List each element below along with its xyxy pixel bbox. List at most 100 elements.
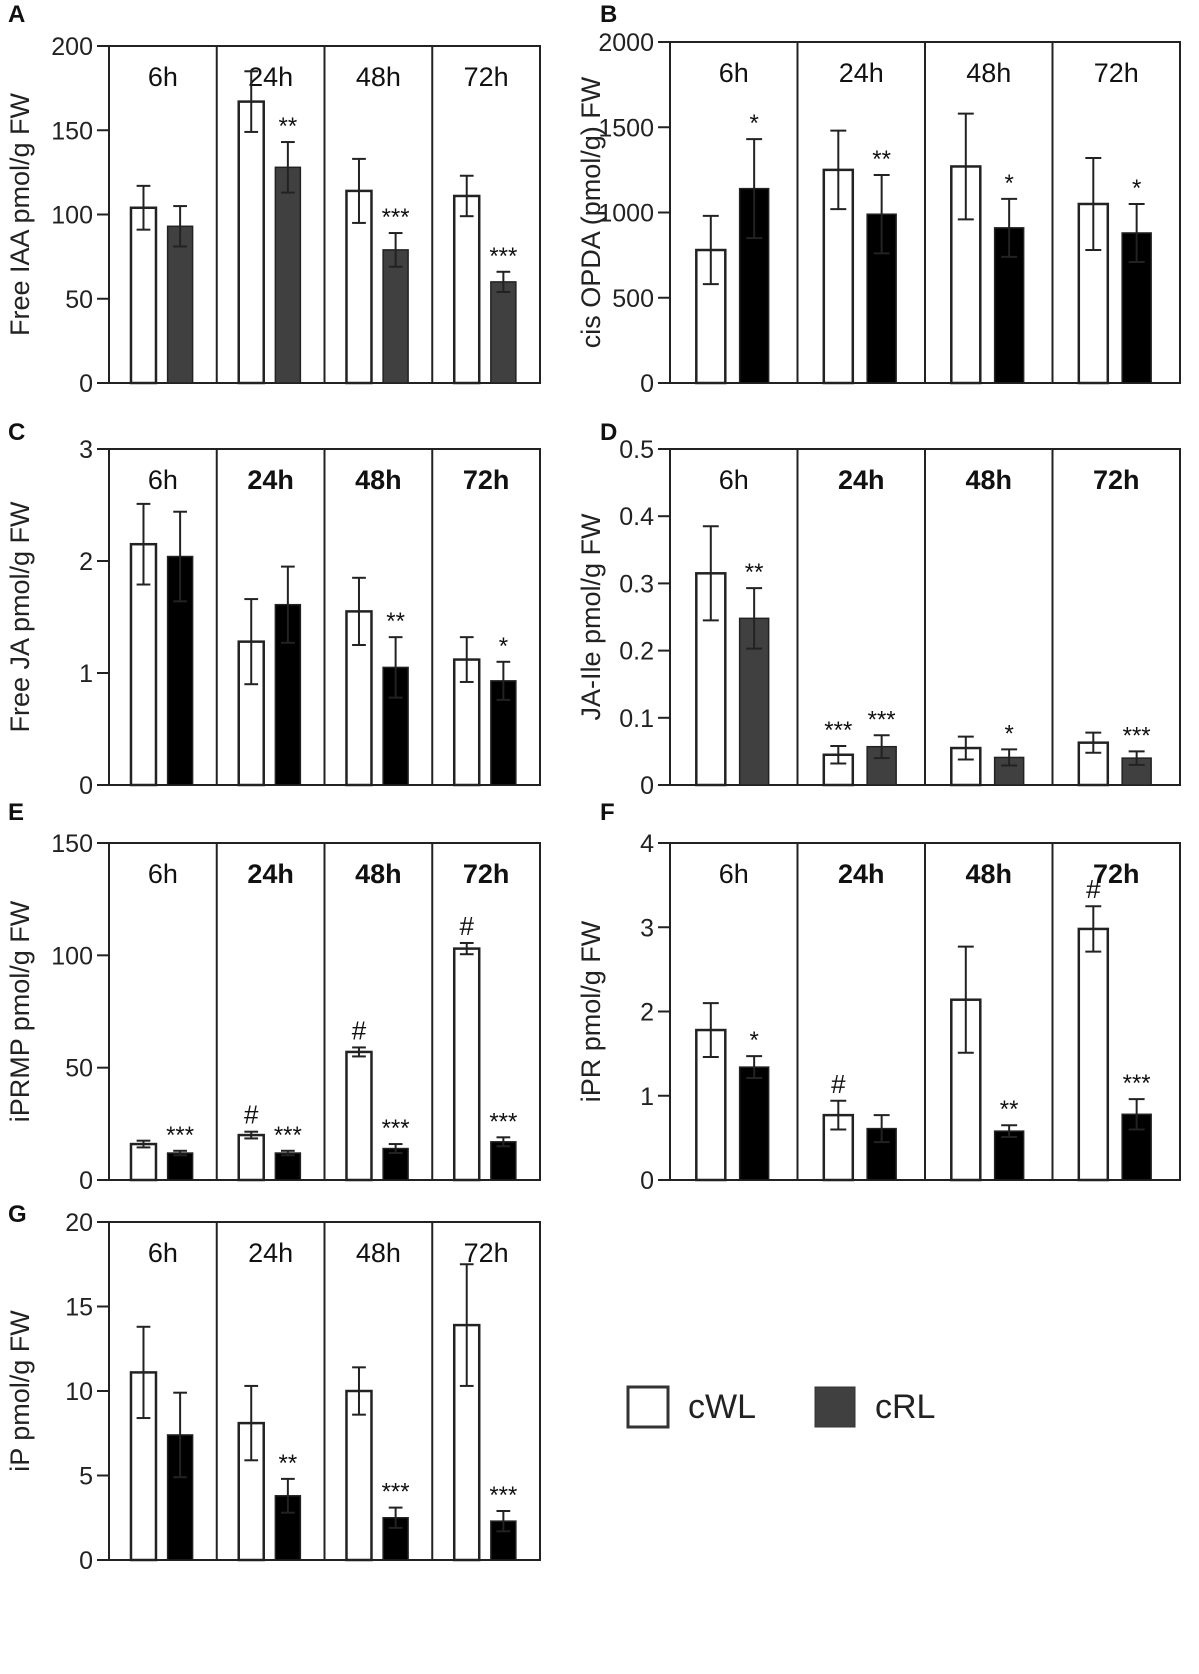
ytick-label-e-0: 0 — [79, 1167, 93, 1195]
group-label-b-2: 48h — [966, 58, 1011, 88]
group-label-g-0: 6h — [148, 1238, 178, 1268]
panel-g: G 0 5 10 15 20 iP pmol/g FW 6h 24h ** 48h *** 72h *** — [5, 1201, 541, 1575]
legend: cWL cRL — [626, 1385, 935, 1429]
bar-e-crl-0 — [166, 1152, 194, 1181]
ytick-label-c-2: 2 — [79, 548, 93, 576]
group-label-g-3: 72h — [464, 1238, 509, 1268]
group-label-f-1: 24h — [838, 859, 885, 889]
panel-letter-c: C — [8, 419, 25, 446]
significance-mark-e-0-2: # — [352, 1015, 367, 1045]
panel-letter-e: E — [8, 799, 24, 826]
ytick-label-g-1: 5 — [79, 1463, 93, 1491]
panel-d: D 0 0.1 0.2 0.3 0.4 0.5 JA-Ile pmol/g FW 6h ** 24h… — [576, 419, 1181, 800]
group-label-d-0: 6h — [719, 465, 749, 495]
panel-e: E 0 50 100 150 iPRMP pmol/g FW 6h *** 24h # *** 48h… — [5, 799, 541, 1195]
significance-mark-c-1-2: ** — [386, 608, 405, 635]
significance-mark-e-0-1: # — [244, 1100, 259, 1130]
bar-f-crl-0 — [738, 1066, 770, 1181]
significance-mark-f-0-3: # — [1086, 874, 1101, 904]
significance-mark-e-0-3: # — [459, 911, 474, 941]
ytick-label-a-2: 100 — [51, 202, 93, 230]
ytick-label-c-3: 3 — [79, 436, 93, 464]
significance-mark-d-1-0: ** — [745, 559, 764, 586]
legend-label-cwl: cWL — [688, 1388, 756, 1426]
bar-a-cwl-1 — [237, 100, 265, 385]
significance-mark-f-0-1: # — [831, 1069, 846, 1099]
group-label-g-1: 24h — [248, 1238, 293, 1268]
group-label-a-2: 48h — [356, 62, 401, 92]
ytick-label-b-4: 2000 — [598, 29, 654, 57]
significance-mark-g-1-2: *** — [382, 1479, 410, 1506]
bar-e-crl-1 — [274, 1152, 302, 1181]
significance-mark-g-1-3: *** — [489, 1482, 517, 1509]
group-label-g-2: 48h — [356, 1238, 401, 1268]
group-label-d-1: 24h — [838, 465, 885, 495]
ytick-label-e-3: 150 — [51, 830, 93, 858]
significance-mark-c-1-3: * — [499, 633, 508, 660]
ytick-label-b-0: 0 — [640, 370, 654, 398]
ytick-label-d-1: 0.1 — [619, 705, 654, 733]
panel-letter-f: F — [600, 799, 615, 826]
significance-mark-a-1-2: *** — [382, 204, 410, 231]
ytick-label-g-3: 15 — [65, 1294, 93, 1322]
ytick-label-f-4: 4 — [640, 830, 654, 858]
ytick-label-g-2: 10 — [65, 1378, 93, 1406]
ytick-label-b-1: 500 — [612, 285, 654, 313]
legend-swatch-crl — [814, 1386, 856, 1428]
significance-mark-e-1-2: *** — [382, 1115, 410, 1142]
ytick-label-c-0: 0 — [79, 772, 93, 800]
significance-mark-e-1-0: *** — [166, 1122, 194, 1149]
ytick-label-d-0: 0 — [640, 772, 654, 800]
significance-mark-f-1-2: ** — [1000, 1096, 1019, 1123]
ytick-label-a-1: 50 — [65, 286, 93, 314]
y-axis-title-a: Free IAA pmol/g FW — [5, 92, 35, 336]
significance-mark-d-1-3: *** — [1123, 722, 1151, 749]
group-label-b-1: 24h — [839, 58, 884, 88]
group-label-c-2: 48h — [355, 465, 402, 495]
group-label-d-3: 72h — [1093, 465, 1140, 495]
bar-e-cwl-0 — [129, 1142, 158, 1182]
panel-letter-b: B — [600, 1, 617, 28]
group-label-b-3: 72h — [1094, 58, 1139, 88]
ytick-label-d-4: 0.4 — [619, 503, 654, 531]
group-label-f-2: 48h — [965, 859, 1012, 889]
group-label-c-1: 24h — [247, 465, 294, 495]
panel-letter-d: D — [600, 419, 617, 446]
group-label-f-0: 6h — [719, 859, 749, 889]
group-label-b-0: 6h — [719, 58, 749, 88]
group-label-e-3: 72h — [463, 859, 510, 889]
ytick-label-e-2: 100 — [51, 942, 93, 970]
bar-f-crl-2 — [993, 1130, 1025, 1181]
significance-mark-e-1-1: *** — [274, 1122, 302, 1149]
significance-mark-b-1-1: ** — [872, 146, 891, 173]
bar-a-cwl-0 — [129, 206, 158, 385]
group-label-a-0: 6h — [148, 62, 178, 92]
y-axis-title-f: iPR pmol/g FW — [576, 920, 606, 1102]
panel-letter-g: G — [8, 1201, 27, 1228]
y-axis-title-e: iPRMP pmol/g FW — [5, 900, 35, 1122]
ytick-label-a-3: 150 — [51, 117, 93, 145]
legend-label-crl: cRL — [875, 1388, 935, 1426]
significance-mark-d-1-1: *** — [868, 706, 896, 733]
group-label-e-0: 6h — [148, 859, 178, 889]
ytick-label-g-4: 20 — [65, 1209, 93, 1237]
significance-mark-d-0-1: *** — [824, 717, 852, 744]
group-label-a-1: 24h — [248, 62, 293, 92]
ytick-label-c-1: 1 — [79, 660, 93, 688]
significance-mark-g-1-1: ** — [279, 1450, 298, 1477]
significance-mark-e-1-3: *** — [489, 1108, 517, 1135]
bar-e-crl-3 — [490, 1141, 517, 1181]
ytick-label-f-1: 1 — [640, 1083, 654, 1111]
group-label-e-2: 48h — [355, 859, 402, 889]
ytick-label-d-3: 0.3 — [619, 570, 654, 598]
group-label-c-0: 6h — [148, 465, 178, 495]
significance-mark-f-1-0: * — [749, 1027, 758, 1054]
significance-mark-b-1-3: * — [1132, 175, 1141, 202]
ytick-label-d-5: 0.5 — [619, 436, 654, 464]
ytick-label-b-3: 1500 — [598, 114, 654, 142]
bar-a-crl-3 — [490, 281, 517, 384]
y-axis-title-d: JA-Ile pmol/g FW — [576, 513, 606, 721]
bar-a-cwl-3 — [452, 194, 481, 385]
